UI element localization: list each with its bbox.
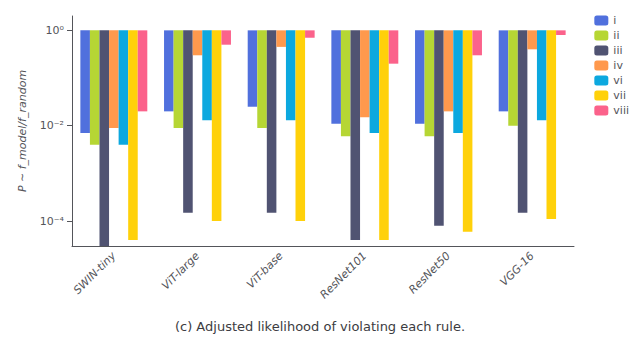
svg-text:10⁻²: 10⁻² <box>40 119 64 132</box>
svg-text:10⁰: 10⁰ <box>46 24 65 37</box>
svg-text:ii: ii <box>613 29 619 42</box>
svg-text:ViT-large: ViT-large <box>159 249 202 292</box>
svg-text:iii: iii <box>613 44 622 57</box>
svg-text:(c) Adjusted likelihood of vio: (c) Adjusted likelihood of violating eac… <box>175 319 465 334</box>
svg-text:VGG-16: VGG-16 <box>498 249 537 288</box>
svg-text:vi: vi <box>613 74 623 87</box>
svg-text:ResNet50: ResNet50 <box>406 249 453 296</box>
svg-text:ViT-base: ViT-base <box>244 249 286 291</box>
svg-text:SWIN-tiny: SWIN-tiny <box>71 249 119 297</box>
svg-text:viii: viii <box>613 104 629 117</box>
svg-text:P ∼ f_model/f_random: P ∼ f_model/f_random <box>16 70 29 192</box>
svg-text:10⁻⁴: 10⁻⁴ <box>40 215 65 228</box>
svg-text:i: i <box>613 14 616 27</box>
svg-text:vii: vii <box>613 89 626 102</box>
svg-text:iv: iv <box>613 59 623 72</box>
svg-text:ResNet101: ResNet101 <box>318 249 370 301</box>
